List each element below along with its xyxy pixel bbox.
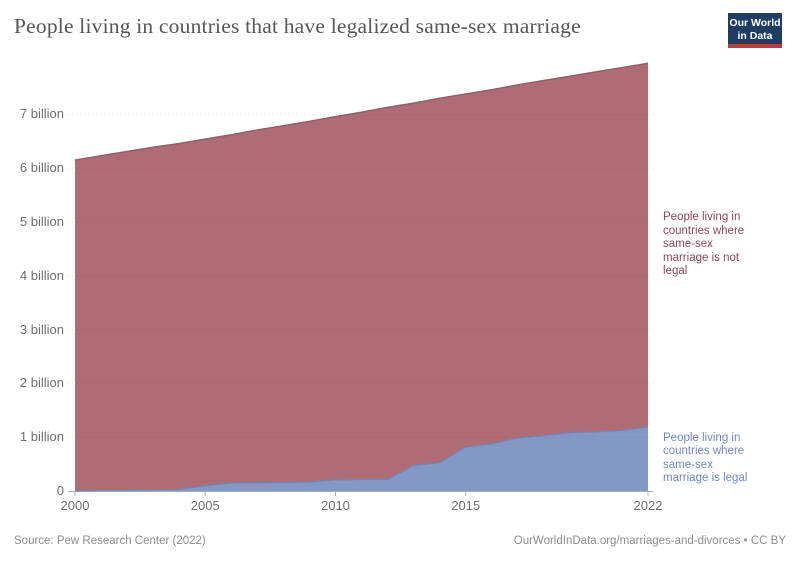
x-axis-label: 2005: [190, 498, 220, 513]
x-axis-label: 2000: [60, 498, 90, 513]
source-text: Source: Pew Research Center (2022): [14, 535, 206, 547]
owid-logo-line2: in Data: [737, 29, 773, 42]
line-legal: [74, 426, 649, 492]
y-axis-label: 7 billion: [19, 106, 64, 122]
y-axis: 0 1 billion 2 billion 3 billion 4 billion 5 b…: [0, 0, 64, 520]
x-axis: 2000 2005 2010 2015 2022: [0, 498, 800, 516]
attribution-link[interactable]: OurWorldInData.org/marriages-and-divorce…: [513, 535, 786, 547]
stacked-area-chart[interactable]: [0, 0, 800, 525]
area-legal[interactable]: [75, 427, 648, 491]
owid-logo[interactable]: Our World in Data: [728, 13, 782, 48]
x-axis-label: 2022: [633, 498, 663, 513]
owid-logo-line1: Our World: [729, 17, 781, 29]
chart-title: People living in countries that have leg…: [14, 14, 581, 38]
area-not-legal[interactable]: [75, 63, 648, 491]
y-axis-label: 4 billion: [19, 267, 64, 283]
x-axis-label: 2010: [320, 498, 350, 513]
y-axis-label: 2 billion: [19, 375, 64, 391]
chart-footer: Source: Pew Research Center (2022) OurWo…: [0, 535, 800, 547]
y-axis-label: 0: [56, 483, 64, 498]
y-axis-label: 6 billion: [19, 160, 64, 176]
y-axis-label: 3 billion: [19, 321, 64, 337]
owid-logo-stripe: [728, 44, 782, 48]
y-axis-label: 5 billion: [19, 214, 64, 229]
y-axis-label: 1 billion: [19, 429, 64, 445]
line-not-legal: [74, 62, 649, 161]
x-axis-label: 2015: [451, 498, 481, 513]
